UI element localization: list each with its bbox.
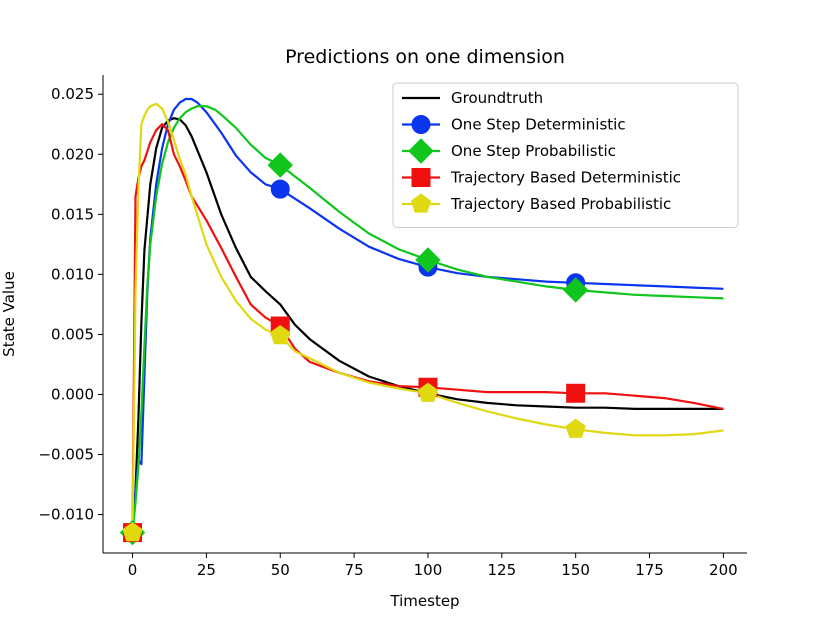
y-tick-label: 0.005	[51, 325, 94, 343]
series-marker-1	[270, 179, 290, 199]
x-ticks: 0 25 50 75 100 125 150 175 200	[128, 553, 738, 579]
chart-title: Predictions on one dimension	[285, 46, 565, 68]
legend-label: Trajectory Based Probabilistic	[450, 195, 671, 213]
series-marker-4	[565, 418, 586, 438]
x-tick-label: 25	[197, 561, 216, 579]
plot-area: 0 25 50 75 100 125 150 175 200 −0.010 −0.005 0.000…	[38, 75, 747, 579]
y-tick-label: 0.025	[51, 85, 94, 103]
series-lines	[131, 97, 724, 533]
legend-marker	[410, 193, 432, 213]
series-marker-2	[562, 277, 589, 303]
x-tick-label: 50	[271, 561, 290, 579]
legend-label: One Step Probabilistic	[451, 142, 616, 160]
x-tick-label: 175	[635, 561, 664, 579]
series-line-3	[131, 123, 724, 533]
series-marker-3	[566, 383, 586, 403]
x-tick-label: 150	[561, 561, 590, 579]
legend-marker	[408, 138, 434, 164]
legend: Groundtruth One Step Deterministic One Ste…	[392, 82, 739, 228]
series-marker-2	[415, 247, 441, 273]
y-tick-label: −0.010	[38, 506, 94, 524]
y-tick-label: 0.020	[51, 145, 94, 163]
y-tick-label: 0.010	[51, 265, 94, 283]
x-axis-title: Timestep	[389, 592, 459, 610]
series-line-2	[131, 105, 724, 533]
legend-label: One Step Deterministic	[451, 116, 626, 134]
x-tick-label: 200	[709, 561, 738, 579]
series-markers	[119, 152, 589, 546]
x-tick-label: 75	[345, 561, 364, 579]
legend-box	[392, 82, 739, 228]
series-line-0	[131, 117, 724, 533]
series-marker-4	[122, 521, 143, 542]
y-tick-label: −0.005	[38, 446, 94, 464]
series-marker-2	[267, 152, 293, 178]
x-tick-label: 0	[128, 561, 138, 579]
legend-marker	[411, 168, 431, 187]
series-marker-4	[417, 382, 439, 402]
x-tick-label: 125	[487, 561, 516, 579]
legend-marker	[411, 115, 431, 134]
y-tick-label: 0.000	[51, 385, 94, 403]
x-tick-label: 100	[414, 561, 443, 579]
y-tick-label: 0.015	[51, 205, 94, 223]
y-axis-title: State Value	[0, 271, 18, 357]
legend-label: Groundtruth	[451, 89, 543, 107]
y-ticks: −0.010 −0.005 0.000 0.005 0.010 0.015 0.020 0.0…	[38, 85, 103, 524]
series-line-4	[131, 102, 724, 533]
series-marker-4	[270, 324, 291, 345]
legend-label: Trajectory Based Deterministic	[450, 169, 681, 187]
